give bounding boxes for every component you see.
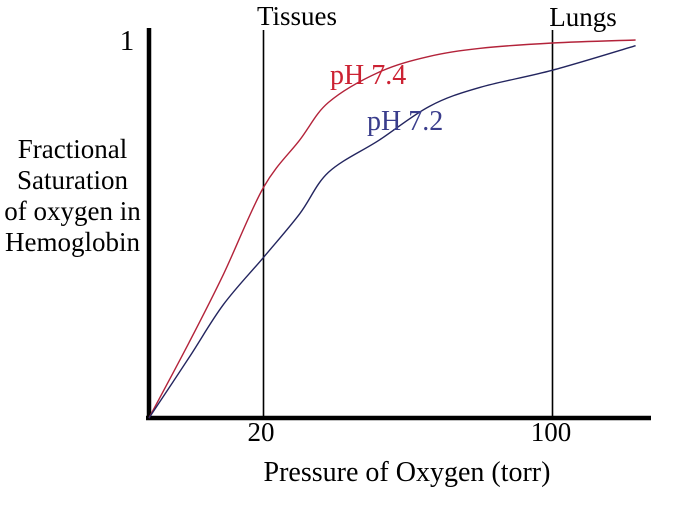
- series-curves: [148, 39, 636, 419]
- y-axis-title: Fractional Saturation of oxygen in Hemog…: [0, 134, 145, 258]
- series-label-ph-7-4: pH 7.4: [330, 60, 407, 91]
- x-axis-title: Pressure of Oxygen (torr): [263, 457, 551, 488]
- y-axis-title-line-3: of oxygen in: [4, 196, 141, 226]
- lungs-annotation-label: Lungs: [549, 2, 617, 32]
- x-axis-tick-label-100: 100: [530, 417, 572, 447]
- tissues-annotation-label: Tissues: [256, 1, 338, 31]
- y-axis-tick-label-1: 1: [119, 25, 135, 57]
- x-axis-tick-label-20: 20: [247, 417, 275, 447]
- y-axis-title-line-4: Hemoglobin: [5, 227, 140, 257]
- curve-ph-7-4: [148, 39, 636, 419]
- series-label-ph-7-2: pH 7.2: [367, 106, 444, 137]
- y-axis-title-line-2: Saturation: [17, 165, 128, 195]
- y-axis-title-line-1: Fractional: [17, 134, 128, 164]
- annotation-lines: [262, 30, 554, 416]
- curve-ph-7-2: [148, 45, 636, 419]
